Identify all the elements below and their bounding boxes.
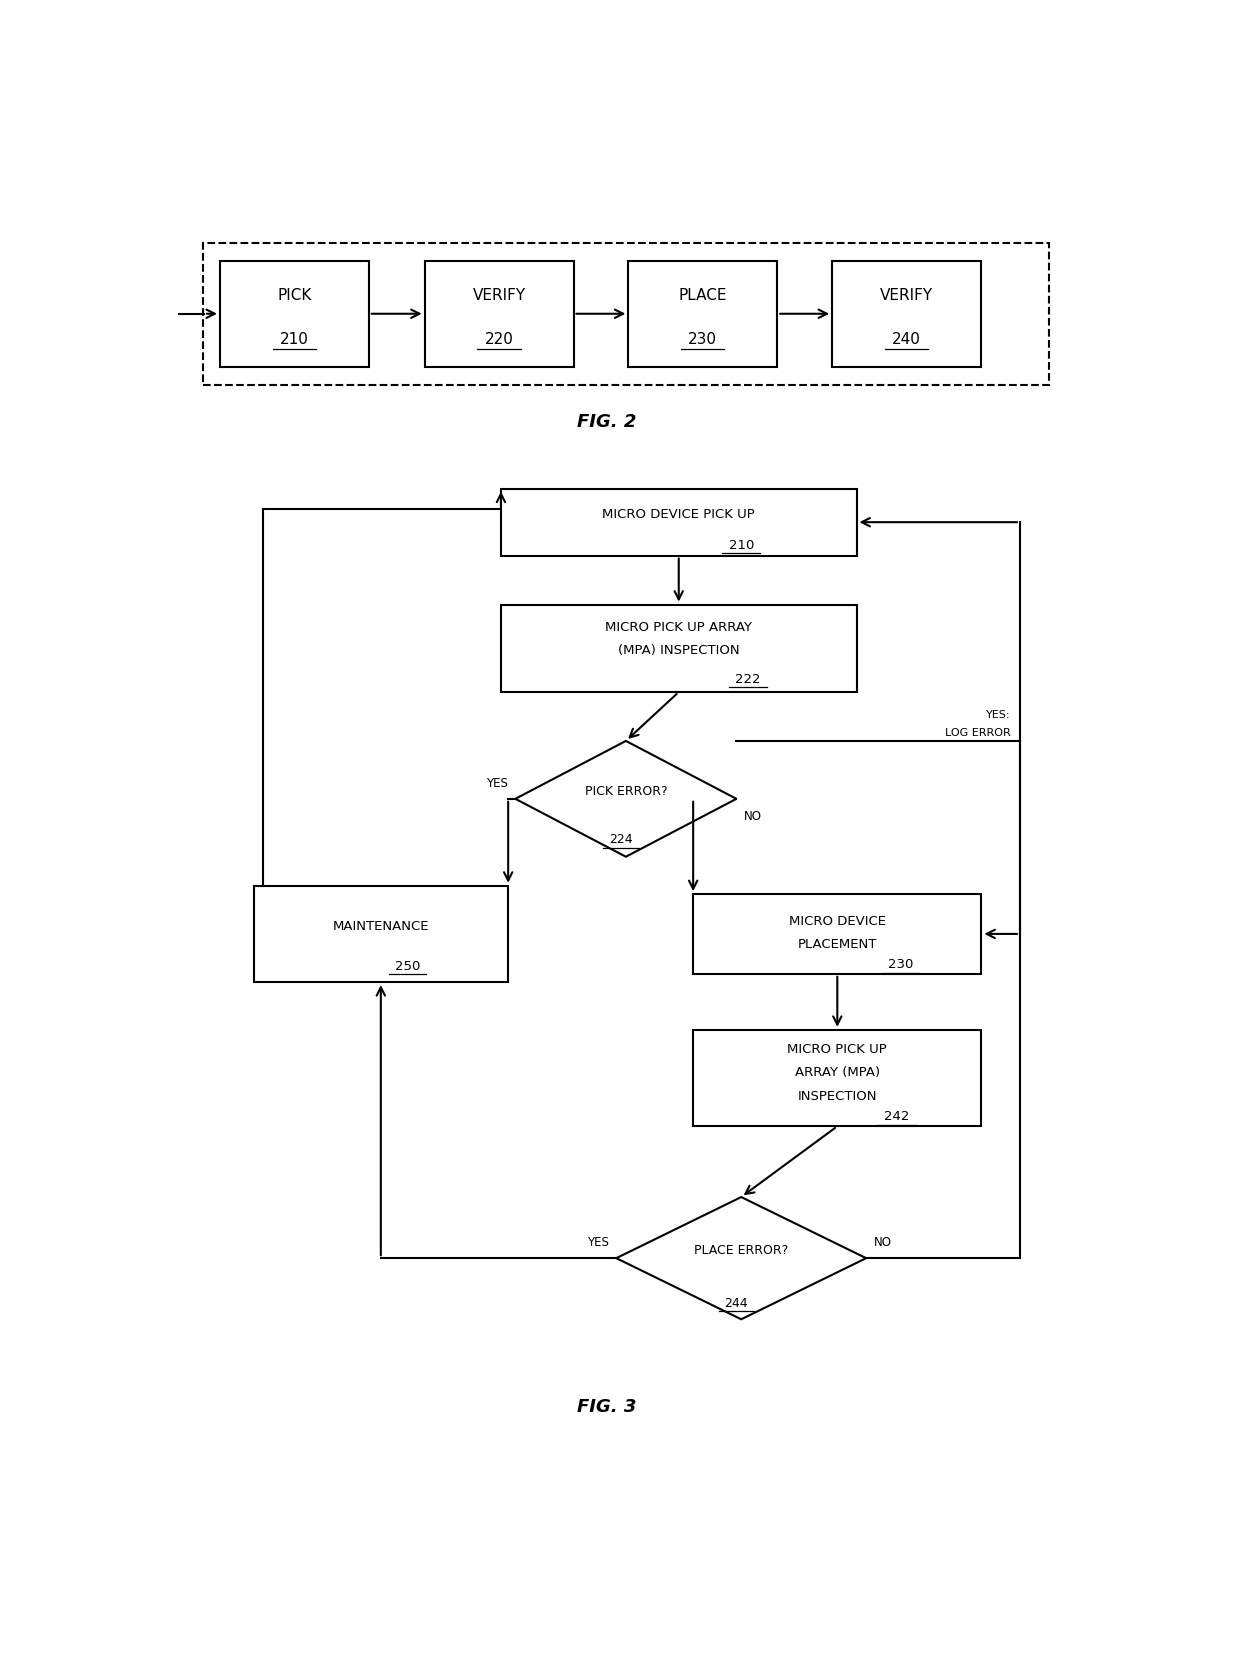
Text: PLACE ERROR?: PLACE ERROR? [694, 1243, 789, 1257]
Text: INSPECTION: INSPECTION [797, 1089, 877, 1103]
Text: PLACE: PLACE [678, 287, 727, 302]
Text: 210: 210 [280, 333, 309, 348]
Text: MICRO DEVICE: MICRO DEVICE [789, 914, 885, 927]
Text: NO: NO [874, 1237, 892, 1250]
FancyBboxPatch shape [501, 488, 857, 556]
Text: NO: NO [744, 810, 763, 824]
Text: FIG. 2: FIG. 2 [577, 413, 636, 431]
Text: FIG. 3: FIG. 3 [577, 1399, 636, 1417]
FancyBboxPatch shape [219, 261, 368, 366]
Text: YES:: YES: [986, 710, 1011, 720]
FancyBboxPatch shape [693, 1029, 982, 1126]
Polygon shape [516, 740, 737, 857]
Text: 210: 210 [729, 538, 754, 551]
Text: ARRAY (MPA): ARRAY (MPA) [795, 1066, 880, 1079]
FancyBboxPatch shape [424, 261, 574, 366]
Text: 230: 230 [688, 333, 717, 348]
Text: 250: 250 [396, 959, 420, 973]
Polygon shape [616, 1196, 866, 1320]
Text: YES: YES [486, 777, 507, 790]
Text: 244: 244 [724, 1297, 748, 1310]
Text: PICK ERROR?: PICK ERROR? [584, 785, 667, 797]
Text: PICK: PICK [278, 287, 311, 302]
FancyBboxPatch shape [501, 605, 857, 692]
Text: MAINTENANCE: MAINTENANCE [332, 919, 429, 932]
FancyBboxPatch shape [253, 886, 508, 983]
Text: 230: 230 [888, 957, 914, 971]
Text: PLACEMENT: PLACEMENT [797, 937, 877, 951]
FancyBboxPatch shape [693, 894, 982, 974]
Text: MICRO DEVICE PICK UP: MICRO DEVICE PICK UP [603, 508, 755, 521]
Text: VERIFY: VERIFY [472, 287, 526, 302]
FancyBboxPatch shape [203, 242, 1049, 384]
Text: (MPA) INSPECTION: (MPA) INSPECTION [618, 645, 739, 657]
Text: 224: 224 [609, 834, 632, 847]
FancyBboxPatch shape [629, 261, 777, 366]
Text: YES: YES [587, 1237, 609, 1250]
Text: LOG ERROR: LOG ERROR [945, 729, 1011, 739]
Text: VERIFY: VERIFY [880, 287, 932, 302]
Text: 222: 222 [735, 673, 760, 685]
Text: 220: 220 [485, 333, 513, 348]
FancyBboxPatch shape [832, 261, 981, 366]
Text: MICRO PICK UP ARRAY: MICRO PICK UP ARRAY [605, 622, 753, 635]
Text: MICRO PICK UP: MICRO PICK UP [787, 1043, 887, 1056]
Text: 240: 240 [892, 333, 921, 348]
Text: 242: 242 [884, 1110, 910, 1123]
